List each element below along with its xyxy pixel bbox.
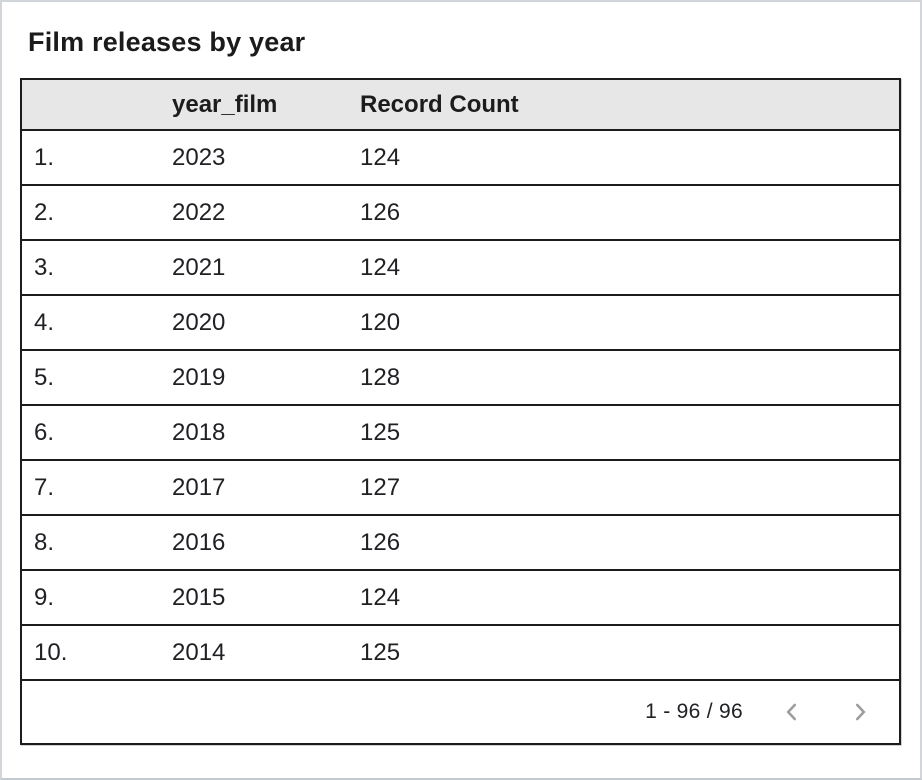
year-film-cell: 2019 (156, 350, 344, 406)
chevron-right-icon (847, 699, 873, 725)
pagination-range-label: 1 - 96 / 96 (645, 700, 743, 723)
column-header-index (22, 80, 156, 131)
row-index-cell: 4. (22, 295, 156, 351)
data-table: year_film Record Count 1. 2023 124 2. 20… (22, 80, 899, 681)
row-index-cell: 5. (22, 350, 156, 406)
year-film-cell: 2018 (156, 405, 344, 461)
row-index-cell: 1. (22, 130, 156, 186)
table-row: 4. 2020 120 (22, 295, 899, 351)
year-film-cell: 2023 (156, 130, 344, 186)
data-table-widget: year_film Record Count 1. 2023 124 2. 20… (20, 78, 901, 745)
year-film-cell: 2020 (156, 295, 344, 351)
record-count-cell: 125 (344, 625, 899, 681)
record-count-cell: 127 (344, 460, 899, 516)
table-row: 3. 2021 124 (22, 240, 899, 296)
record-count-cell: 124 (344, 130, 899, 186)
table-row: 5. 2019 128 (22, 350, 899, 406)
table-row: 6. 2018 125 (22, 405, 899, 461)
row-index-cell: 7. (22, 460, 156, 516)
record-count-cell: 125 (344, 405, 899, 461)
record-count-cell: 124 (344, 570, 899, 626)
record-count-cell: 126 (344, 515, 899, 571)
year-film-cell: 2021 (156, 240, 344, 296)
chevron-left-icon (779, 699, 805, 725)
row-index-cell: 2. (22, 185, 156, 241)
year-film-cell: 2015 (156, 570, 344, 626)
year-film-cell: 2014 (156, 625, 344, 681)
row-index-cell: 10. (22, 625, 156, 681)
table-footer: 1 - 96 / 96 (22, 681, 899, 743)
table-row: 7. 2017 127 (22, 460, 899, 516)
record-count-cell: 124 (344, 240, 899, 296)
table-body: 1. 2023 124 2. 2022 126 3. 2021 124 4. 2… (22, 130, 899, 681)
year-film-cell: 2016 (156, 515, 344, 571)
table-row: 8. 2016 126 (22, 515, 899, 571)
record-count-cell: 128 (344, 350, 899, 406)
record-count-cell: 120 (344, 295, 899, 351)
row-index-cell: 3. (22, 240, 156, 296)
column-header-year-film[interactable]: year_film (156, 80, 344, 131)
table-header-row: year_film Record Count (22, 80, 899, 131)
row-index-cell: 8. (22, 515, 156, 571)
row-index-cell: 9. (22, 570, 156, 626)
year-film-cell: 2022 (156, 185, 344, 241)
record-count-cell: 126 (344, 185, 899, 241)
next-page-button[interactable] (845, 697, 875, 727)
table-row: 1. 2023 124 (22, 130, 899, 186)
column-header-record-count[interactable]: Record Count (344, 80, 899, 131)
table-row: 2. 2022 126 (22, 185, 899, 241)
year-film-cell: 2017 (156, 460, 344, 516)
row-index-cell: 6. (22, 405, 156, 461)
table-row: 10. 2014 125 (22, 625, 899, 681)
table-row: 9. 2015 124 (22, 570, 899, 626)
previous-page-button[interactable] (777, 697, 807, 727)
page-title: Film releases by year (28, 27, 306, 57)
